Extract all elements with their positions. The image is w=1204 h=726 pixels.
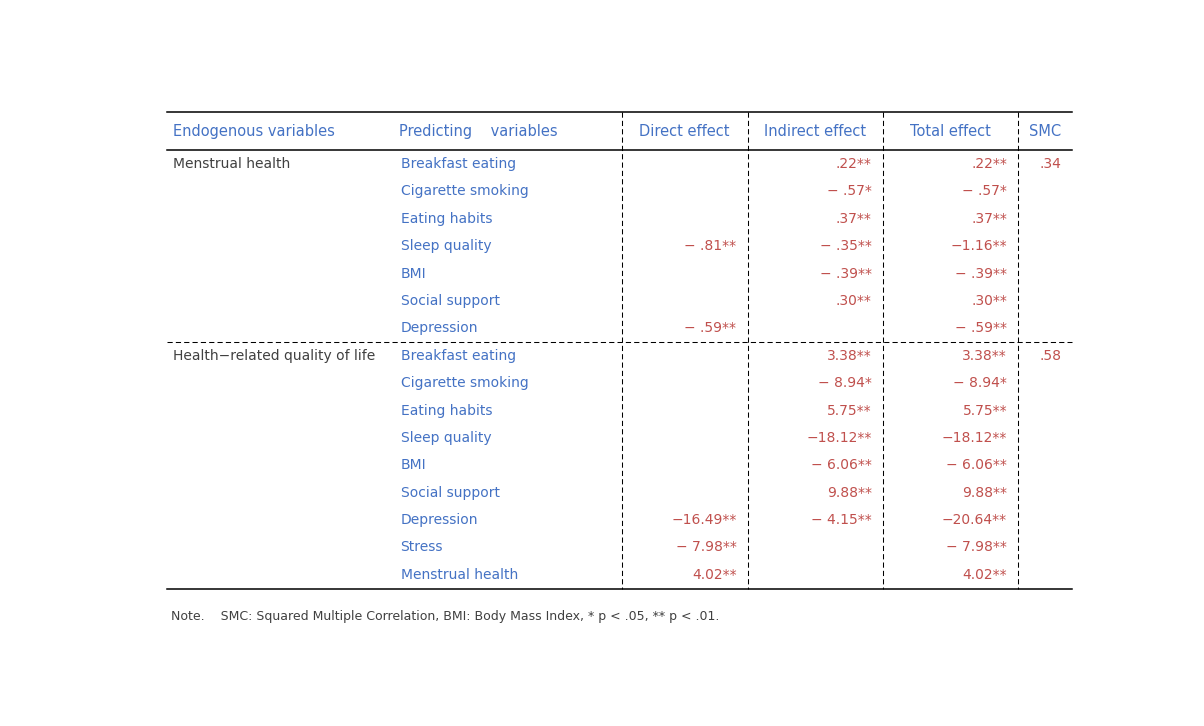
Text: Eating habits: Eating habits	[401, 404, 492, 417]
Text: BMI: BMI	[401, 266, 426, 280]
Text: Indirect effect: Indirect effect	[765, 123, 867, 139]
Text: Note.    SMC: Squared Multiple Correlation, BMI: Body Mass Index, * p < .05, ** : Note. SMC: Squared Multiple Correlation,…	[171, 610, 720, 623]
Text: SMC: SMC	[1029, 123, 1062, 139]
Text: Cigarette smoking: Cigarette smoking	[401, 376, 529, 390]
Text: − 7.98**: − 7.98**	[675, 540, 737, 555]
Text: − .39**: − .39**	[955, 266, 1007, 280]
Text: .30**: .30**	[972, 294, 1007, 308]
Text: BMI: BMI	[401, 458, 426, 473]
Text: −18.12**: −18.12**	[942, 431, 1007, 445]
Text: Social support: Social support	[401, 486, 500, 499]
Text: 5.75**: 5.75**	[827, 404, 872, 417]
Text: −18.12**: −18.12**	[807, 431, 872, 445]
Text: − 6.06**: − 6.06**	[811, 458, 872, 473]
Text: .58: .58	[1039, 348, 1061, 363]
Text: Menstrual health: Menstrual health	[173, 157, 290, 171]
Text: Stress: Stress	[401, 540, 443, 555]
Text: 3.38**: 3.38**	[962, 348, 1007, 363]
Text: Predicting    variables: Predicting variables	[399, 123, 557, 139]
Text: Breakfast eating: Breakfast eating	[401, 157, 515, 171]
Text: 3.38**: 3.38**	[827, 348, 872, 363]
Text: 5.75**: 5.75**	[962, 404, 1007, 417]
Text: Sleep quality: Sleep quality	[401, 239, 491, 253]
Text: Breakfast eating: Breakfast eating	[401, 348, 515, 363]
Text: Social support: Social support	[401, 294, 500, 308]
Text: Depression: Depression	[401, 513, 478, 527]
Text: 4.02**: 4.02**	[962, 568, 1007, 582]
Text: Cigarette smoking: Cigarette smoking	[401, 184, 529, 198]
Text: − 8.94*: − 8.94*	[818, 376, 872, 390]
Text: 9.88**: 9.88**	[962, 486, 1007, 499]
Text: − 6.06**: − 6.06**	[946, 458, 1007, 473]
Text: Total effect: Total effect	[910, 123, 991, 139]
Text: .37**: .37**	[836, 212, 872, 226]
Text: 9.88**: 9.88**	[827, 486, 872, 499]
Text: −1.16**: −1.16**	[950, 239, 1007, 253]
Text: − .39**: − .39**	[820, 266, 872, 280]
Text: − .57*: − .57*	[827, 184, 872, 198]
Text: − 7.98**: − 7.98**	[946, 540, 1007, 555]
Text: .37**: .37**	[972, 212, 1007, 226]
Text: − 4.15**: − 4.15**	[811, 513, 872, 527]
Text: Sleep quality: Sleep quality	[401, 431, 491, 445]
Text: Health−related quality of life: Health−related quality of life	[173, 348, 376, 363]
Text: .22**: .22**	[836, 157, 872, 171]
Text: 4.02**: 4.02**	[692, 568, 737, 582]
Text: −20.64**: −20.64**	[942, 513, 1007, 527]
Text: Menstrual health: Menstrual health	[401, 568, 518, 582]
Text: − .59**: − .59**	[685, 322, 737, 335]
Text: − 8.94*: − 8.94*	[954, 376, 1007, 390]
Text: −16.49**: −16.49**	[671, 513, 737, 527]
Text: − .57*: − .57*	[962, 184, 1007, 198]
Text: Direct effect: Direct effect	[639, 123, 730, 139]
Text: − .81**: − .81**	[684, 239, 737, 253]
Text: .34: .34	[1039, 157, 1061, 171]
Text: − .35**: − .35**	[820, 239, 872, 253]
Text: .22**: .22**	[972, 157, 1007, 171]
Text: − .59**: − .59**	[955, 322, 1007, 335]
Text: Depression: Depression	[401, 322, 478, 335]
Text: Endogenous variables: Endogenous variables	[173, 123, 335, 139]
Text: Eating habits: Eating habits	[401, 212, 492, 226]
Text: .30**: .30**	[836, 294, 872, 308]
